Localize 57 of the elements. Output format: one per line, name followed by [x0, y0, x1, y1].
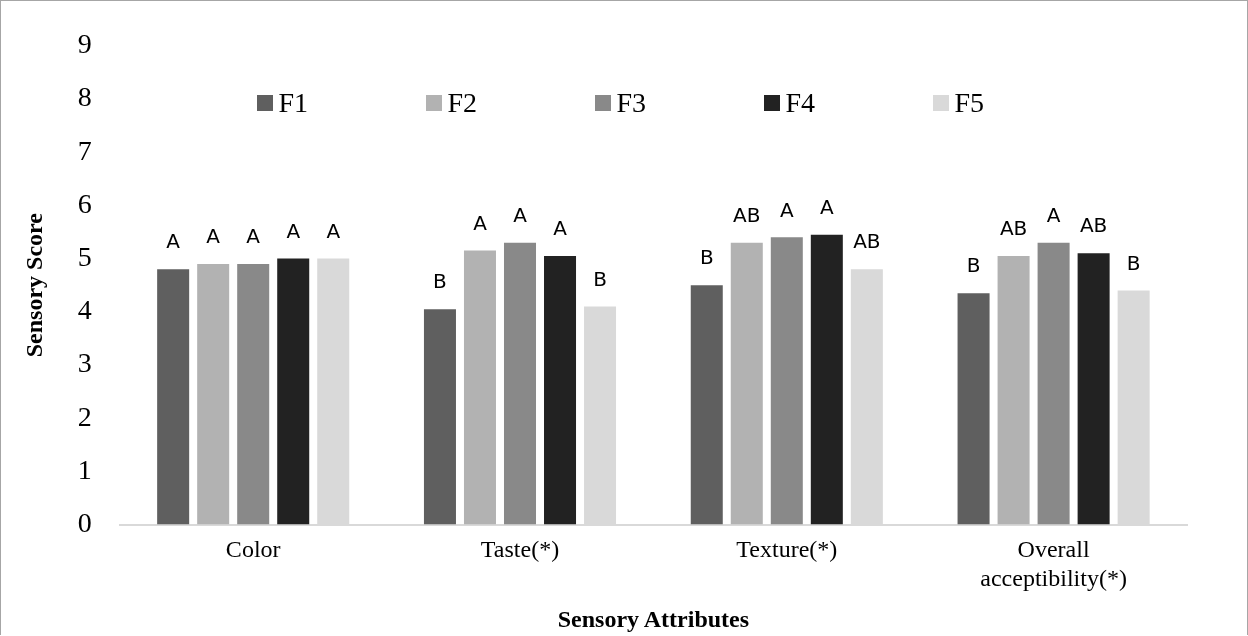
legend-label: F5: [954, 87, 985, 119]
bar: [157, 269, 190, 525]
legend-label: F3: [616, 87, 647, 119]
data-label: AB: [733, 202, 761, 227]
data-label: B: [1126, 250, 1141, 275]
y-tick-label: 9: [77, 28, 92, 60]
bar: [730, 242, 763, 525]
legend-label: F4: [785, 87, 816, 119]
bar: [957, 293, 990, 525]
y-tick-label: 0: [77, 506, 92, 538]
data-label: AB: [853, 229, 881, 254]
x-axis-title: Sensory Attributes: [557, 605, 750, 632]
data-label: A: [513, 202, 528, 227]
data-label: A: [819, 194, 834, 219]
data-label: B: [593, 266, 607, 291]
data-label: A: [1046, 202, 1061, 227]
data-label: A: [166, 229, 181, 254]
data-label: A: [326, 218, 341, 243]
legend-label: F1: [278, 87, 309, 119]
bar: [423, 309, 456, 525]
data-label: B: [699, 245, 714, 270]
x-tick-label: Overall acceptibility(*): [980, 536, 1127, 592]
bar: [1037, 242, 1070, 525]
data-label: A: [246, 224, 261, 249]
y-tick-label: 6: [77, 187, 92, 219]
bar: [277, 258, 310, 525]
legend-label: F2: [447, 87, 478, 119]
bar: [544, 255, 577, 525]
y-tick-label: 5: [77, 240, 92, 272]
y-tick-label: 1: [77, 453, 92, 485]
bar: [1077, 253, 1110, 525]
bar: [463, 250, 496, 525]
data-label: A: [779, 197, 794, 222]
data-label: A: [206, 224, 221, 249]
data-label: AB: [999, 216, 1028, 241]
bar: [690, 285, 723, 525]
data-label: B: [433, 269, 447, 294]
data-label: AB: [1079, 213, 1108, 238]
data-label: A: [286, 218, 301, 243]
y-tick-label: 2: [77, 400, 92, 432]
y-axis-title: Sensory Score: [20, 212, 47, 358]
y-tick-label: 7: [77, 134, 92, 166]
bar: [770, 237, 803, 525]
bar: [503, 242, 537, 525]
data-label: A: [473, 210, 488, 235]
y-tick-label: 8: [77, 81, 92, 113]
bar: [997, 255, 1030, 525]
x-tick-label: Taste(*): [480, 536, 560, 563]
bar: [197, 263, 230, 525]
data-label: B: [966, 253, 981, 278]
y-tick-label: 4: [77, 294, 92, 326]
x-tick-label: Color: [225, 536, 281, 563]
y-tick-label: 3: [77, 347, 92, 379]
data-label: A: [553, 216, 568, 241]
x-tick-label: Texture(*): [736, 536, 838, 563]
bar: [810, 234, 843, 525]
bar: [237, 263, 270, 525]
